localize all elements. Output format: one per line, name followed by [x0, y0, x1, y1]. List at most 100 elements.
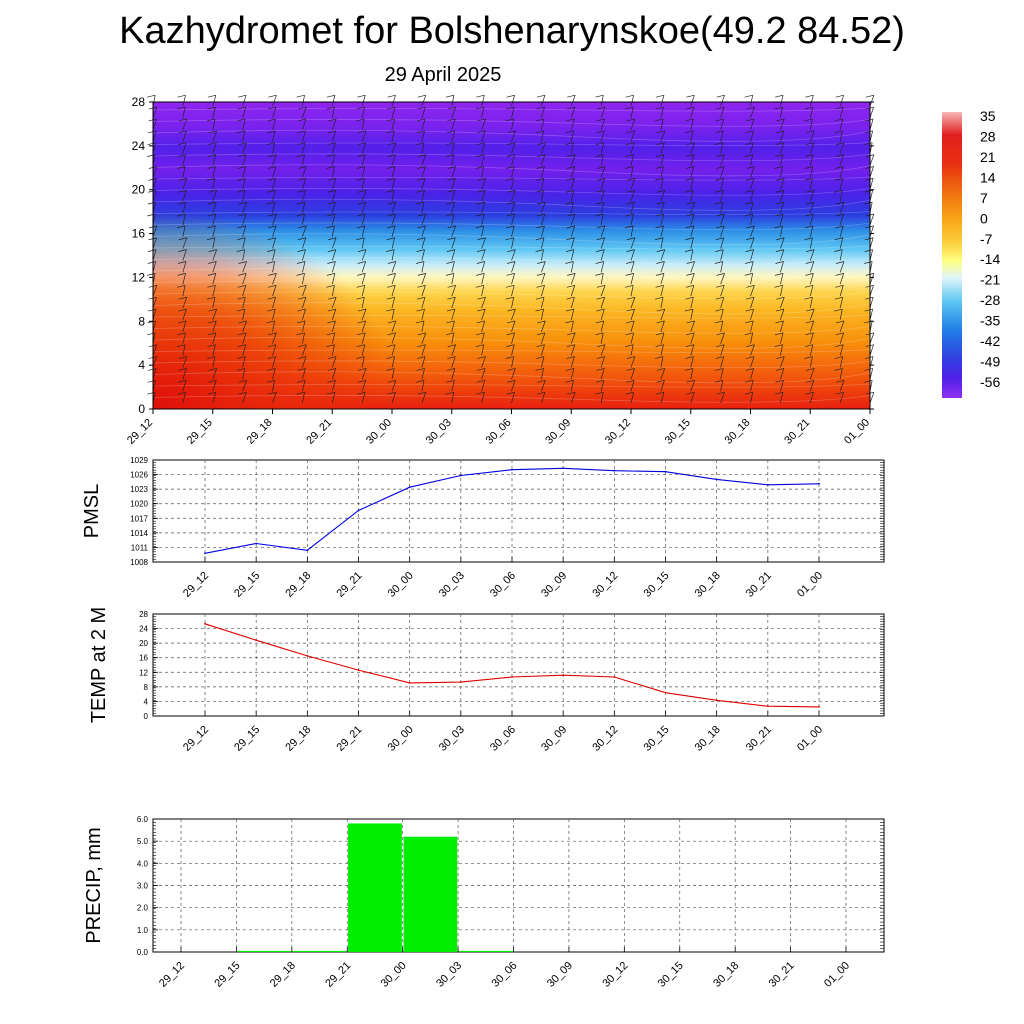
wind-barb-feather: [506, 142, 516, 146]
wind-barb-feather: [535, 356, 545, 359]
heatmap-x-tick-label: 29_15: [185, 417, 215, 447]
pmsl-point: [766, 483, 769, 486]
wind-barb-feather: [237, 237, 246, 241]
wind-barb-feather: [267, 249, 276, 252]
wind-barb: [451, 237, 456, 249]
wind-barb-feather: [298, 225, 307, 229]
wind-barb-feather: [387, 142, 396, 146]
wind-barb: [570, 392, 576, 404]
wind-barb-feather: [655, 225, 664, 229]
wind-barb-feather: [208, 320, 217, 324]
wind-barb-feather: [864, 308, 873, 312]
wind-barb: [630, 142, 635, 154]
wind-barb-feather: [686, 379, 695, 383]
wind-barb: [272, 320, 276, 332]
wind-barb-feather: [745, 201, 754, 205]
wind-barb-feather: [208, 189, 217, 193]
wind-barb: [331, 130, 337, 142]
wind-barb-feather: [148, 189, 157, 193]
wind-barb: [152, 308, 157, 320]
wind-barb-feather: [387, 344, 396, 348]
wind-barb: [182, 237, 188, 249]
wind-barb: [809, 332, 814, 344]
heatmap-y-tick-label: 8: [138, 314, 145, 328]
wind-barb-feather: [566, 178, 575, 181]
wind-barb-feather: [446, 368, 455, 371]
wind-barb: [451, 308, 456, 320]
wind-barb: [809, 178, 813, 190]
temp-panel: 0 4 8 12 16 20 24 28 29_12 29_15 29_18 29_21 30_00 30…: [88, 607, 885, 754]
wind-barb-feather: [357, 154, 366, 157]
wind-barb-feather: [268, 273, 277, 276]
wind-barb-feather: [236, 130, 245, 134]
wind-barb: [331, 332, 336, 344]
wind-barb: [630, 273, 635, 285]
wind-barb: [690, 392, 695, 404]
wind-barb-feather: [447, 296, 456, 300]
wind-barb-feather: [178, 118, 187, 122]
wind-barb: [182, 225, 186, 237]
wind-barb-feather: [835, 273, 844, 276]
wind-barb: [570, 118, 575, 130]
wind-barb: [361, 130, 367, 142]
wind-barb: [570, 380, 574, 392]
wind-barb: [690, 320, 695, 332]
wind-barb-feather: [684, 130, 694, 134]
wind-barb: [302, 285, 307, 297]
wind-barb: [600, 95, 604, 107]
wind-barb: [630, 332, 635, 344]
precip-bar: [348, 823, 402, 952]
wind-barb-feather: [804, 118, 813, 122]
wind-barb: [750, 344, 755, 356]
wind-barb-feather: [567, 273, 576, 276]
wind-barb-feather: [237, 178, 246, 181]
wind-barb: [361, 285, 366, 297]
wind-barb: [481, 225, 485, 237]
wind-barb-feather: [835, 166, 844, 169]
wind-barb: [839, 130, 843, 142]
contour-line: [152, 153, 871, 162]
wind-barb: [481, 190, 486, 202]
wind-barb: [780, 202, 784, 214]
wind-barb: [361, 225, 366, 237]
wind-barb: [809, 154, 814, 166]
wind-barb: [511, 344, 515, 356]
temp-point: [818, 705, 820, 708]
wind-barb-feather: [567, 154, 576, 157]
wind-barb: [331, 320, 336, 332]
wind-barb-feather: [176, 166, 186, 169]
wind-barb: [660, 166, 664, 178]
wind-barb: [361, 380, 367, 392]
wind-barb: [809, 356, 813, 368]
wind-barb-feather: [475, 106, 484, 110]
wind-barb-feather: [415, 379, 425, 383]
wind-barb: [511, 178, 515, 190]
wind-barb-feather: [447, 356, 456, 359]
wind-barb-feather: [505, 237, 514, 241]
wind-barb-feather: [177, 142, 187, 146]
wind-barb-feather: [835, 320, 845, 324]
wind-barb: [750, 225, 755, 237]
wind-barb-feather: [626, 249, 635, 252]
wind-barb-feather: [596, 249, 605, 252]
wind-barb: [630, 237, 636, 249]
wind-barb: [361, 308, 367, 320]
wind-barb-feather: [147, 261, 156, 264]
wind-barb: [690, 308, 694, 320]
wind-barb: [212, 154, 217, 166]
wind-barb-feather: [148, 130, 157, 134]
wind-barb-feather: [357, 320, 366, 324]
wind-barb-feather: [237, 296, 246, 300]
wind-barb-feather: [326, 213, 336, 217]
wind-barb: [421, 154, 427, 166]
wind-barb-feather: [206, 296, 216, 300]
wind-barb-feather: [177, 213, 186, 217]
wind-barb-feather: [834, 368, 843, 371]
wind-barb-feather: [774, 332, 784, 336]
wind-barb-feather: [536, 106, 545, 110]
wind-barb-feather: [715, 356, 724, 359]
wind-barb: [302, 202, 306, 214]
wind-barb: [331, 261, 336, 273]
wind-barb-feather: [447, 106, 456, 110]
wind-barb-feather: [386, 249, 395, 252]
